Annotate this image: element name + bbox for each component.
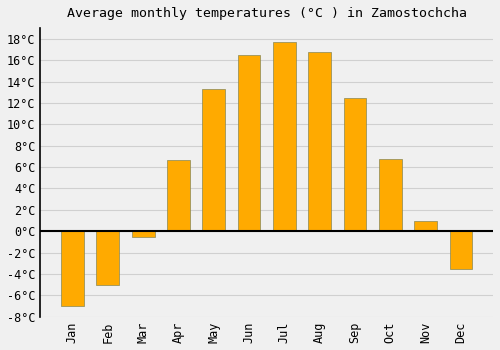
Bar [450,231,472,269]
Bar [344,98,366,231]
Bar [167,160,190,231]
Bar [273,42,296,231]
Bar [96,231,119,285]
Bar [308,51,331,231]
Bar [61,231,84,306]
Bar [379,159,402,231]
Bar [202,89,225,231]
Bar [132,231,154,237]
Bar [238,55,260,231]
Bar [414,220,437,231]
Title: Average monthly temperatures (°C ) in Zamostochcha: Average monthly temperatures (°C ) in Za… [66,7,466,20]
